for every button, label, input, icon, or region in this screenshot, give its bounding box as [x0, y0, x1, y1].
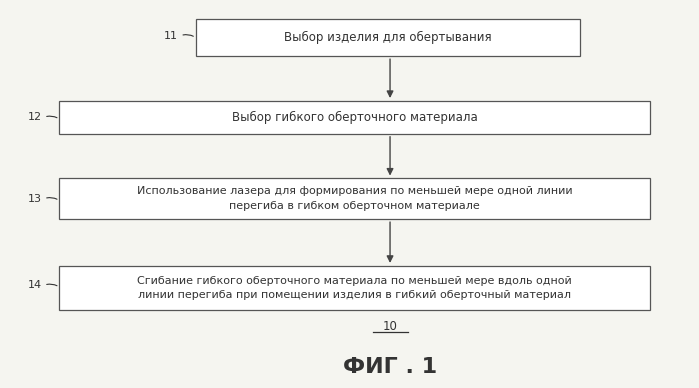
Text: Выбор изделия для обертывания: Выбор изделия для обертывания	[284, 31, 492, 44]
Text: ФИГ . 1: ФИГ . 1	[343, 357, 437, 377]
FancyBboxPatch shape	[59, 266, 650, 310]
Text: Сгибание гибкого оберточного материала по меньшей мере вдоль одной
линии перегиб: Сгибание гибкого оберточного материала п…	[138, 276, 572, 300]
FancyBboxPatch shape	[59, 178, 650, 219]
Text: Использование лазера для формирования по меньшей мере одной линии
перегиба в гиб: Использование лазера для формирования по…	[137, 187, 572, 211]
FancyBboxPatch shape	[59, 101, 650, 134]
Text: 11: 11	[164, 31, 178, 41]
Text: Выбор гибкого оберточного материала: Выбор гибкого оберточного материала	[232, 111, 477, 124]
FancyBboxPatch shape	[196, 19, 580, 56]
Text: 10: 10	[382, 320, 398, 333]
Text: 12: 12	[28, 112, 42, 122]
Text: 14: 14	[28, 280, 42, 290]
Text: 13: 13	[28, 194, 42, 204]
